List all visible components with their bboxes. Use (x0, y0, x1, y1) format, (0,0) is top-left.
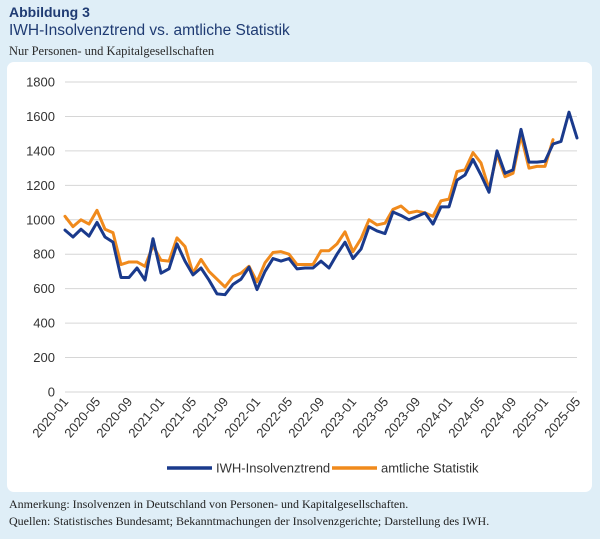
legend-iwh-insolvenztrend-label: IWH-Insolvenztrend (216, 461, 330, 476)
y-tick-label: 1600 (26, 109, 55, 124)
series-line-amtliche-statistik (63, 133, 555, 289)
figure-title: IWH-Insolvenztrend vs. amtliche Statisti… (9, 22, 290, 39)
figure-label: Abbildung 3 (9, 4, 90, 20)
y-tick-label: 400 (33, 316, 55, 331)
legend-amtliche-statistik-label: amtliche Statistik (381, 461, 479, 476)
y-tick-label: 1200 (26, 178, 55, 193)
y-tick-label: 800 (33, 247, 55, 262)
annotation-note: Anmerkung: Insolvenzen in Deutschland vo… (9, 497, 409, 511)
y-tick-label: 600 (33, 281, 55, 296)
y-tick-label: 1400 (26, 143, 55, 158)
y-tick-label: 0 (48, 385, 55, 400)
series-line-iwh-insolvenztrend (63, 110, 579, 297)
line-chart: 0200400600800100012001400160018002020-01… (26, 75, 583, 476)
figure-subtitle: Nur Personen- und Kapitalgesellschaften (9, 44, 215, 58)
chart-panel: 0 200 400 600 800 1000 1200 1400 1600 1800 2020-01… (7, 62, 592, 492)
y-tick-label: 1000 (26, 212, 55, 227)
y-tick-label: 200 (33, 350, 55, 365)
sources-note: Quellen: Statistisches Bundesamt; Bekann… (9, 514, 490, 528)
y-tick-label: 1800 (26, 75, 55, 90)
